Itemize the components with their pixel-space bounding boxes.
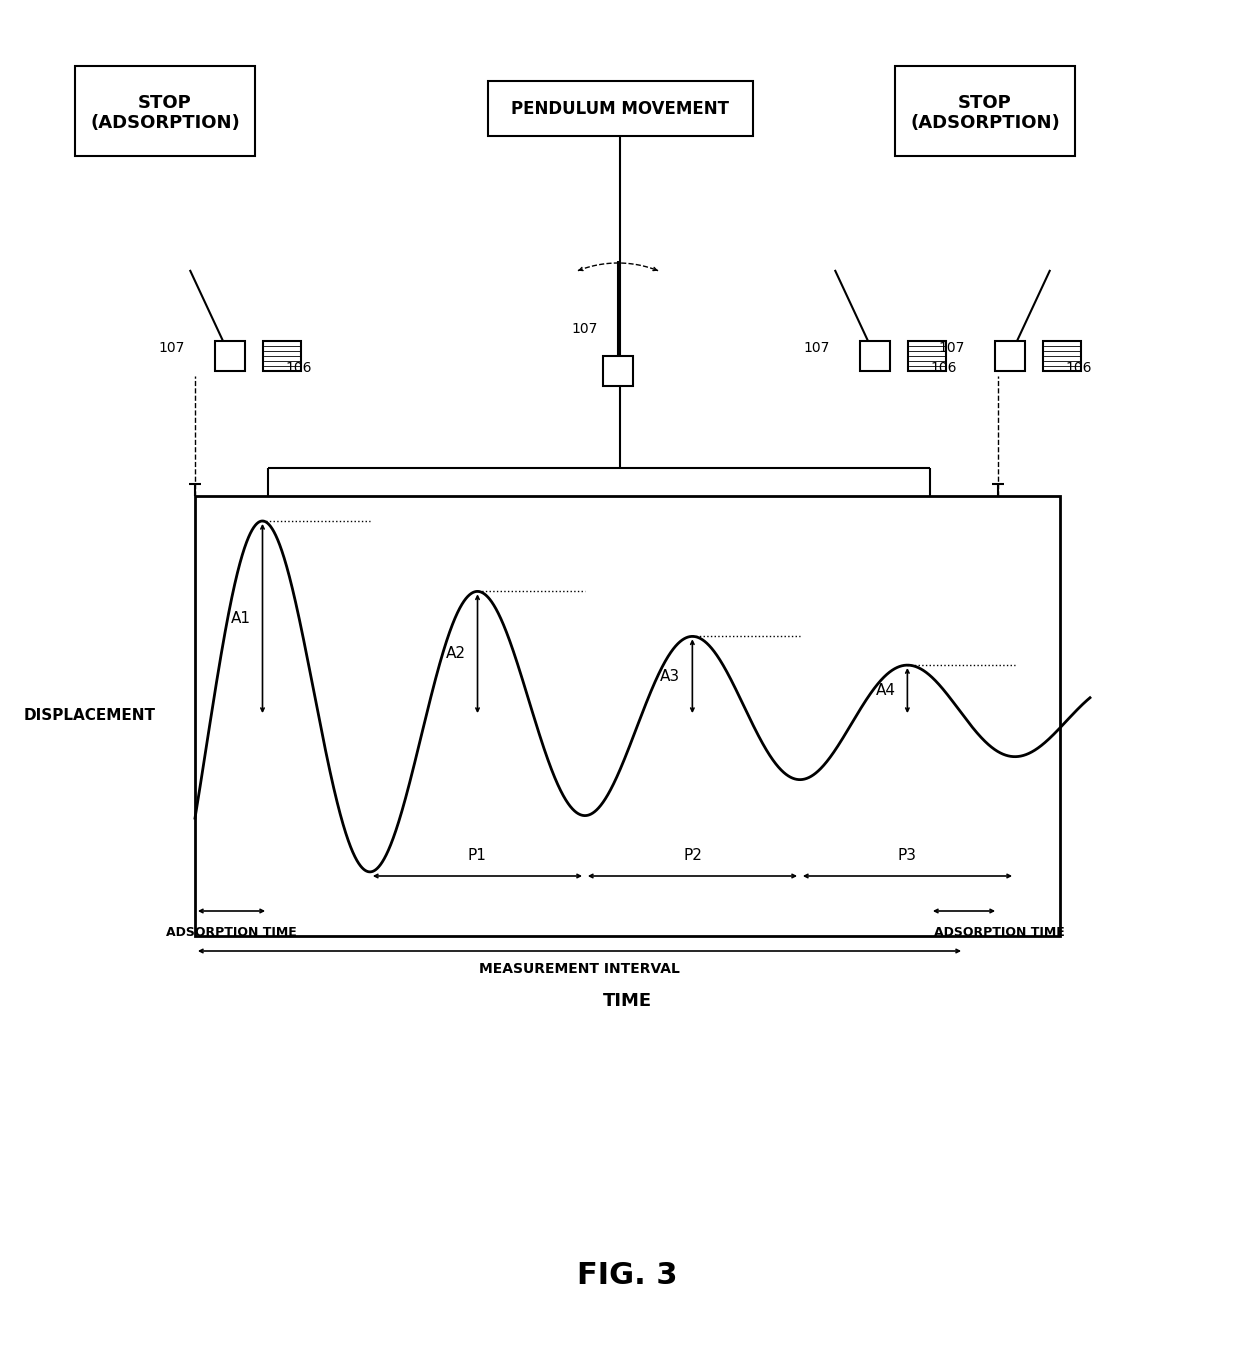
Bar (195, 496, 1060, 936)
Text: TIME: TIME (603, 992, 652, 1009)
Bar (1043, 342, 1081, 372)
Text: 106: 106 (285, 361, 311, 376)
Bar (908, 342, 946, 372)
Text: STOP: STOP (959, 94, 1012, 112)
Text: (ADSORPTION): (ADSORPTION) (91, 113, 239, 133)
Text: A1: A1 (231, 611, 250, 626)
Text: DISPLACEMENT: DISPLACEMENT (24, 709, 156, 724)
Bar (895, 66, 1075, 156)
Text: MEASUREMENT INTERVAL: MEASUREMENT INTERVAL (479, 962, 680, 975)
Bar (263, 342, 301, 372)
Bar (603, 357, 632, 387)
Bar (994, 342, 1025, 372)
Bar (74, 66, 255, 156)
Text: 106: 106 (1065, 361, 1091, 376)
Text: A3: A3 (660, 669, 681, 684)
Bar (215, 342, 246, 372)
Text: 107: 107 (804, 342, 830, 355)
Bar (487, 81, 753, 137)
Text: 107: 107 (939, 342, 965, 355)
Text: P3: P3 (898, 848, 916, 863)
Text: P1: P1 (467, 848, 487, 863)
Text: FIG. 3: FIG. 3 (578, 1261, 678, 1291)
Text: PENDULUM MOVEMENT: PENDULUM MOVEMENT (511, 100, 729, 117)
Text: 107: 107 (159, 342, 185, 355)
Text: 107: 107 (572, 322, 598, 336)
Text: P2: P2 (683, 848, 702, 863)
Text: ADSORPTION TIME: ADSORPTION TIME (166, 926, 296, 940)
Text: ADSORPTION TIME: ADSORPTION TIME (934, 926, 1064, 940)
Text: 106: 106 (930, 361, 956, 376)
Text: STOP: STOP (138, 94, 192, 112)
Text: A2: A2 (445, 646, 465, 661)
Bar (861, 342, 890, 372)
Text: A4: A4 (875, 683, 895, 698)
Text: (ADSORPTION): (ADSORPTION) (910, 113, 1060, 133)
